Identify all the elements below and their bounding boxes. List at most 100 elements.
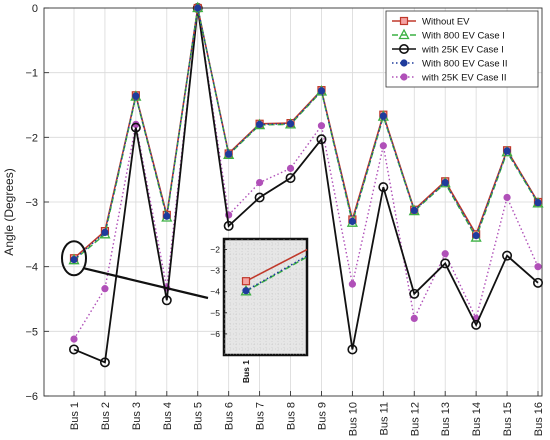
series-line (73, 7, 539, 259)
data-point (409, 288, 420, 299)
data-point (410, 314, 418, 322)
x-tick-label: Bus 9 (316, 402, 328, 430)
x-tick-label: Bus 4 (162, 402, 174, 430)
legend-label: with 25K EV Case II (421, 73, 506, 84)
legend-item: With 800 EV Case I (392, 28, 505, 42)
data-point (348, 280, 356, 288)
data-point (503, 193, 511, 202)
data-point (317, 122, 326, 130)
inset-y-tick-label: −4 (210, 287, 220, 297)
data-point (399, 16, 409, 26)
x-tick-label: Bus 11 (378, 402, 390, 435)
legend-item: Without EV (392, 17, 470, 28)
x-tick-label: Bus 15 (502, 402, 514, 436)
data-point (254, 192, 265, 203)
legend-label: Without EV (422, 17, 470, 28)
data-point (347, 344, 358, 355)
data-point (441, 250, 449, 258)
x-tick-label: Bus 10 (347, 402, 359, 436)
data-point (69, 344, 80, 355)
x-tick-label: Bus 16 (533, 402, 545, 436)
data-point (225, 150, 233, 158)
data-point (163, 212, 171, 220)
data-point (132, 92, 140, 100)
data-point (441, 179, 449, 187)
data-point (378, 182, 389, 193)
y-tick-label: −4 (25, 262, 38, 274)
inset-series-line (245, 248, 308, 282)
data-point (502, 250, 513, 261)
x-tick-label: Bus 8 (286, 402, 298, 430)
data-point (161, 295, 172, 306)
data-point (379, 142, 387, 150)
x-tick-label: Bus 5 (193, 402, 205, 430)
data-point (400, 59, 408, 67)
legend-item: With 800 EV Case II (392, 59, 508, 70)
data-point (440, 258, 451, 269)
x-tick-label: Bus 14 (471, 402, 483, 436)
y-tick-label: −1 (25, 68, 38, 80)
data-point (410, 206, 418, 215)
data-point (534, 263, 542, 271)
series-with-25k-ev-case-ii (70, 4, 542, 343)
inset-y-tick-label: −2 (210, 245, 220, 255)
legend-item: with 25K EV Case I (392, 43, 504, 56)
inset-y-tick-label: −5 (210, 308, 220, 318)
data-point (241, 277, 251, 286)
legend-label: With 800 EV Case I (422, 31, 505, 42)
x-tick-label: Bus 6 (224, 402, 236, 430)
data-point (471, 319, 482, 330)
x-tick-label: Bus 13 (440, 402, 452, 436)
series-group (68, 1, 544, 368)
data-point (130, 122, 141, 133)
data-point (242, 287, 250, 295)
data-point (348, 217, 356, 225)
inset-y-tick-label: −6 (210, 329, 220, 339)
series-line (73, 7, 539, 340)
data-point (286, 164, 295, 172)
data-point (316, 134, 327, 145)
legend-label: with 25K EV Case I (421, 45, 504, 56)
data-point (286, 120, 295, 128)
y-tick-label: 0 (32, 3, 38, 15)
data-point (398, 43, 409, 54)
data-point (70, 335, 78, 343)
data-point (472, 232, 480, 240)
data-point (101, 285, 109, 293)
inset-frame (222, 237, 309, 357)
legend: Without EV With 800 EV Case I with 25K EV … (385, 10, 539, 88)
series-line (73, 7, 539, 364)
zoom-inset: −2 −3 −4 −5 −6 Bus 1 (210, 237, 309, 383)
y-axis-label: Angle (Degrees) (2, 168, 16, 255)
data-point (379, 112, 387, 120)
series-with-800-ev-case-ii (70, 4, 542, 264)
y-tick-label: −5 (25, 326, 38, 338)
legend-item: with 25K EV Case II (392, 73, 506, 84)
data-point (255, 120, 264, 129)
x-tick-label: Bus 2 (100, 402, 112, 430)
data-point (400, 73, 408, 81)
zoom-connector (83, 267, 209, 300)
y-tick-label: −2 (25, 132, 38, 144)
x-tick-label: Bus 12 (409, 402, 421, 436)
data-point (285, 173, 296, 184)
legend-label: With 800 EV Case II (422, 59, 508, 70)
data-point (317, 87, 326, 95)
x-tick-label: Bus 3 (131, 402, 143, 430)
inset-series-line (245, 256, 308, 293)
data-point (503, 147, 511, 155)
data-point (70, 255, 78, 264)
zoom-ellipse (61, 240, 87, 277)
data-point (194, 4, 202, 12)
x-tick-label: Bus 7 (255, 402, 267, 430)
data-point (101, 228, 109, 236)
data-point (99, 357, 110, 368)
data-point (255, 179, 264, 187)
x-tick-label: Bus 1 (69, 402, 81, 430)
zoom-callout (61, 240, 209, 300)
inset-x-tick-label: Bus 1 (241, 360, 251, 383)
data-point (534, 199, 542, 207)
y-tick-label: −3 (25, 197, 38, 209)
data-point (532, 277, 543, 288)
